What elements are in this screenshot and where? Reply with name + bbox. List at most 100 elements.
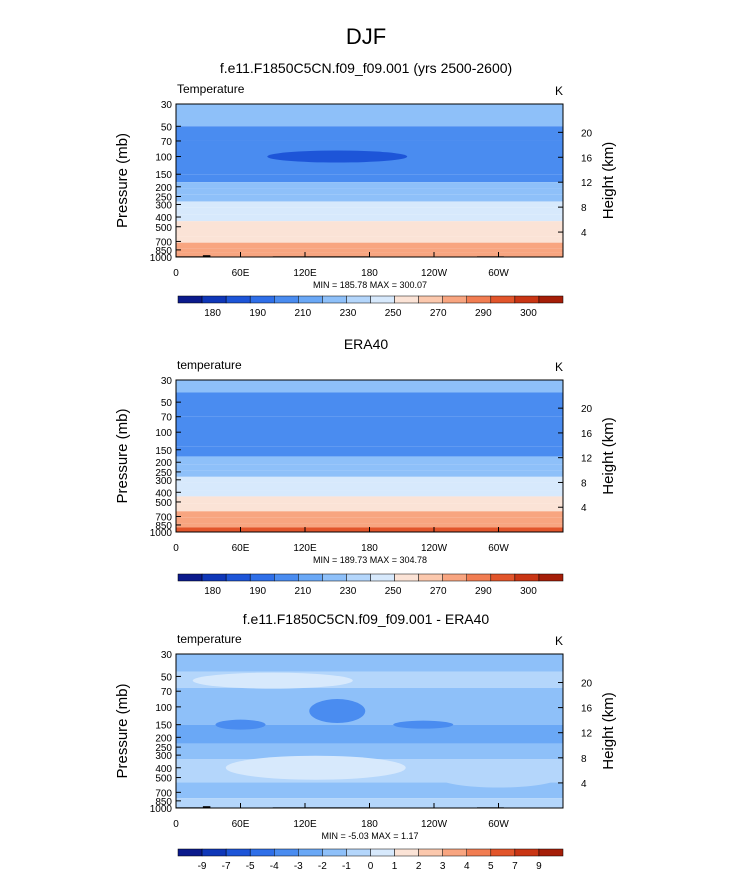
y-tick-label: 300 xyxy=(155,751,172,762)
x-tick-label: 60E xyxy=(232,819,250,830)
anomaly-contour xyxy=(309,699,366,724)
x-tick-label: 120E xyxy=(293,819,317,830)
contour-band xyxy=(176,242,563,249)
colorbar-swatch xyxy=(418,848,443,857)
y2-axis-label: Height (km) xyxy=(600,692,617,770)
colorbar-swatch xyxy=(538,295,564,304)
y-tick-label: 150 xyxy=(155,446,172,457)
colorbar-label: 0 xyxy=(368,861,374,872)
colorbar-swatch xyxy=(466,573,492,582)
contour-band xyxy=(176,482,563,491)
y-tick-label: 250 xyxy=(155,743,172,754)
contour-band xyxy=(176,476,563,483)
y2-tick-label: 20 xyxy=(581,404,593,415)
contour-band xyxy=(176,687,563,725)
y-tick-label: 70 xyxy=(161,413,173,424)
colorbar-swatch xyxy=(394,848,419,857)
colorbar-label: 190 xyxy=(249,586,266,597)
contour-band xyxy=(176,503,563,512)
y-tick-label: 50 xyxy=(161,122,173,133)
chart-panel-3: f.e11.F1850C5CN.f09_f09.001 - ERA40tempe… xyxy=(114,611,617,872)
colorbar-swatch xyxy=(298,848,323,857)
colorbar-swatch xyxy=(514,848,540,857)
min-max-stats: MIN = -5.03 MAX = 1.17 xyxy=(321,831,418,841)
y2-tick-label: 16 xyxy=(581,153,593,164)
colorbar: 180 190 210 230 250 270 290 300 xyxy=(177,573,564,597)
colorbar-swatch xyxy=(490,848,516,857)
contour-band xyxy=(176,496,563,504)
colorbar-label: 250 xyxy=(385,308,402,319)
variable-label: temperature xyxy=(177,632,242,646)
anomaly-contour xyxy=(438,767,559,788)
y-tick-label: 700 xyxy=(155,513,172,524)
colorbar-label: 300 xyxy=(520,586,537,597)
y-tick-label: 200 xyxy=(155,733,172,744)
colorbar-label: -3 xyxy=(294,861,303,872)
colorbar-swatch xyxy=(201,573,227,582)
x-tick-label: 180 xyxy=(361,543,378,554)
chart-panel-1: f.e11.F1850C5CN.f09_f09.001 (yrs 2500-26… xyxy=(114,60,617,319)
y2-tick-label: 16 xyxy=(581,429,593,440)
colorbar-swatch xyxy=(201,848,227,857)
colorbar-label: 230 xyxy=(340,586,357,597)
colorbar-swatch xyxy=(298,573,323,582)
contour-band xyxy=(176,511,563,518)
x-tick-label: 60E xyxy=(232,543,250,554)
panel-title: f.e11.F1850C5CN.f09_f09.001 (yrs 2500-26… xyxy=(220,60,512,76)
y-axis-label: Pressure (mb) xyxy=(114,683,131,778)
contour-band xyxy=(176,228,563,237)
colorbar-swatch xyxy=(370,848,395,857)
contour-band xyxy=(176,104,563,127)
contour-band xyxy=(176,188,563,195)
contour-band xyxy=(176,416,563,447)
colorbar-label: 210 xyxy=(294,308,311,319)
y-tick-label: 850 xyxy=(155,521,172,532)
contour-band xyxy=(176,207,563,215)
colorbar-label: 7 xyxy=(512,861,518,872)
y2-tick-label: 12 xyxy=(581,178,593,189)
colorbar-label: 290 xyxy=(475,308,492,319)
x-tick-label: 0 xyxy=(173,268,179,279)
colorbar-swatch xyxy=(466,848,492,857)
y-tick-label: 700 xyxy=(155,237,172,248)
contour-band xyxy=(176,517,563,524)
colorbar-label: 9 xyxy=(536,861,542,872)
colorbar-label: 180 xyxy=(204,308,221,319)
y-axis-label: Pressure (mb) xyxy=(114,133,131,228)
y-tick-label: 250 xyxy=(155,468,172,479)
contour-band xyxy=(176,490,563,497)
y2-tick-label: 12 xyxy=(581,454,593,465)
colorbar-swatch xyxy=(442,573,467,582)
contour-band xyxy=(176,464,563,471)
contour-band xyxy=(176,194,563,202)
y2-tick-label: 4 xyxy=(581,779,587,790)
contour-band xyxy=(176,392,563,417)
y-tick-label: 500 xyxy=(155,498,172,509)
y-tick-label: 50 xyxy=(161,672,173,683)
x-tick-label: 60W xyxy=(488,268,509,279)
colorbar-swatch xyxy=(322,295,347,304)
colorbar-label: 230 xyxy=(340,308,357,319)
y2-axis-label: Height (km) xyxy=(600,417,617,495)
colorbar-swatch xyxy=(346,295,371,304)
contour-band xyxy=(176,782,563,799)
colorbar-swatch xyxy=(370,573,395,582)
x-tick-label: 120W xyxy=(421,268,448,279)
y-tick-label: 70 xyxy=(161,137,173,148)
anomaly-contour xyxy=(192,672,353,689)
colorbar-label: -9 xyxy=(198,861,207,872)
colorbar-swatch xyxy=(370,295,395,304)
season-title: DJF xyxy=(346,24,386,49)
colorbar-swatch xyxy=(177,295,203,304)
colorbar-swatch xyxy=(298,295,323,304)
y-tick-label: 100 xyxy=(155,703,172,714)
contour-band xyxy=(176,221,563,229)
x-tick-label: 120W xyxy=(421,543,448,554)
y-tick-label: 1000 xyxy=(150,528,173,539)
colorbar-swatch xyxy=(322,573,347,582)
x-tick-label: 0 xyxy=(173,543,179,554)
x-tick-label: 120E xyxy=(293,543,317,554)
x-tick-label: 120E xyxy=(293,268,317,279)
min-max-stats: MIN = 189.73 MAX = 304.78 xyxy=(313,555,427,565)
colorbar-label: -7 xyxy=(222,861,231,872)
